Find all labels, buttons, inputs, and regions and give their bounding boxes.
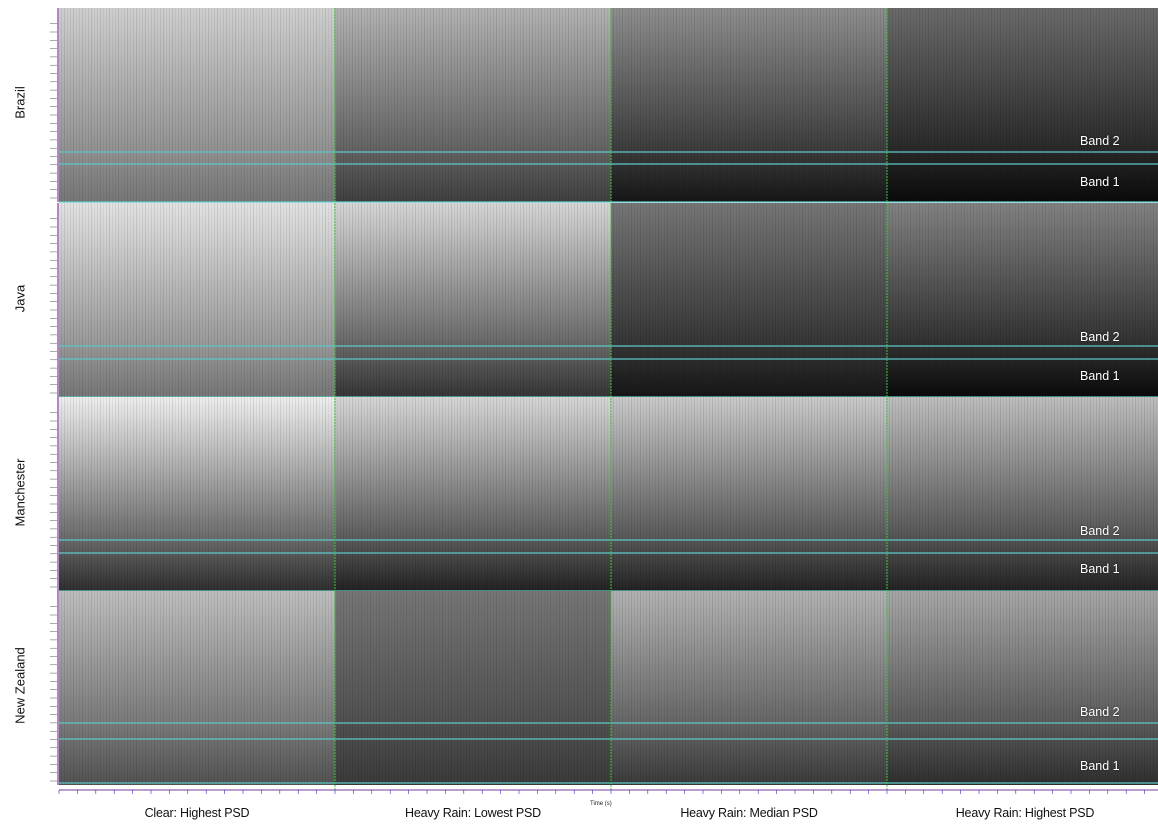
band1-label-java: Band 1: [1080, 369, 1120, 383]
row-label-java: Java: [12, 284, 28, 313]
band2-label-new-zealand: Band 2: [1080, 705, 1120, 719]
spectrogram-noise: [611, 8, 887, 202]
x-axis-title: Time (s): [590, 801, 612, 807]
spectrogram-noise: [335, 591, 611, 785]
spectrogram-noise: [887, 203, 1158, 397]
column-label-rain-lowest: Heavy Rain: Lowest PSD: [405, 806, 541, 820]
band2-label-java: Band 2: [1080, 330, 1120, 344]
spectrogram-noise: [887, 591, 1158, 785]
spectrogram-noise: [335, 203, 611, 397]
spectrogram-noise: [59, 203, 335, 397]
spectrogram-noise: [335, 397, 611, 591]
row-label-brazil: Brazil: [12, 86, 28, 119]
spectrogram-noise: [59, 8, 335, 202]
spectrogram-noise: [611, 203, 887, 397]
band2-label-brazil: Band 2: [1080, 134, 1120, 148]
band1-label-new-zealand: Band 1: [1080, 759, 1120, 773]
row-label-manchester: Manchester: [12, 458, 28, 527]
band1-label-brazil: Band 1: [1080, 175, 1120, 189]
spectrogram-noise: [887, 397, 1158, 591]
column-label-rain-highest: Heavy Rain: Highest PSD: [955, 806, 1095, 820]
spectrogram-noise: [59, 591, 335, 785]
spectrogram-noise: [59, 397, 335, 591]
spectrogram-noise: [887, 8, 1158, 202]
spectrogram-noise: [335, 8, 611, 202]
column-label-rain-median: Heavy Rain: Median PSD: [680, 806, 818, 820]
band2-label-manchester: Band 2: [1080, 524, 1120, 538]
spectrogram-noise: [611, 591, 887, 785]
row-label-new-zealand: New Zealand: [12, 647, 28, 724]
spectrogram-noise: [611, 397, 887, 591]
band1-label-manchester: Band 1: [1080, 562, 1120, 576]
column-label-clear-highest: Clear: Highest PSD: [144, 806, 250, 820]
